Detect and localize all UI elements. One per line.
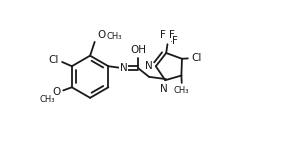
Text: F: F	[172, 36, 178, 46]
Text: F: F	[160, 30, 166, 40]
Text: CH₃: CH₃	[39, 95, 55, 104]
Text: N: N	[145, 61, 152, 71]
Text: O: O	[97, 30, 105, 40]
Text: Cl: Cl	[49, 55, 59, 65]
Text: F: F	[169, 30, 175, 40]
Text: N: N	[160, 84, 168, 94]
Text: CH₃: CH₃	[107, 32, 122, 41]
Text: N: N	[119, 63, 127, 73]
Text: OH: OH	[130, 45, 146, 55]
Text: Cl: Cl	[192, 53, 202, 63]
Text: CH₃: CH₃	[174, 86, 190, 95]
Text: O: O	[52, 87, 60, 97]
